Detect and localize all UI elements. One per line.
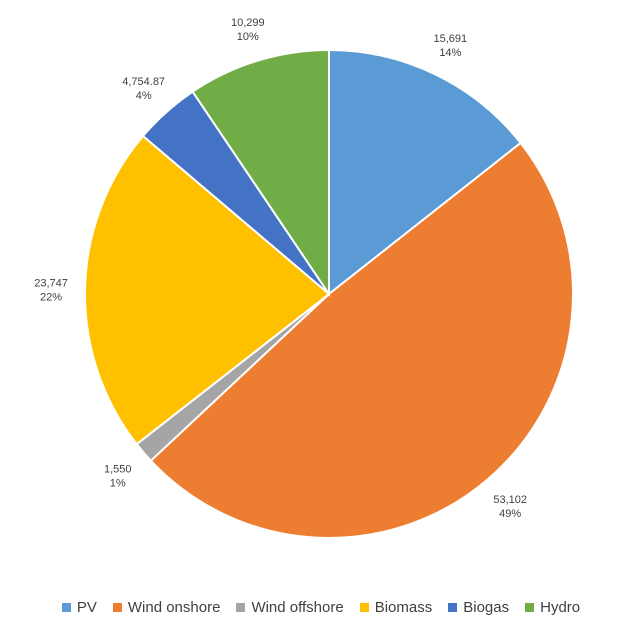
slice-wind-onshore bbox=[149, 141, 574, 539]
slice-pv bbox=[328, 48, 523, 297]
legend-label-biomass: Biomass bbox=[374, 598, 433, 616]
data-label-biogas: 4,754.87 4% bbox=[122, 76, 165, 102]
legend-swatch-biogas bbox=[448, 602, 458, 612]
legend-item-biomass: Biomass bbox=[359, 598, 433, 616]
legend-swatch-biomass bbox=[359, 602, 369, 612]
legend: PV Wind onshore Wind offshore Biomass Biogas… bbox=[0, 596, 642, 618]
slice-biomass bbox=[84, 134, 331, 446]
legend-item-wind-offshore: Wind offshore bbox=[236, 598, 344, 616]
legend-item-hydro: Hydro bbox=[525, 599, 580, 616]
pie-chart: 15,691 14% 53,102 49% 1,550 1% 23,747 22% 4,754.… bbox=[34, 17, 574, 539]
legend-label-pv: PV bbox=[76, 598, 97, 616]
slice-hydro bbox=[191, 48, 330, 298]
data-label-biomass: 23,747 22% bbox=[34, 277, 68, 303]
data-label-pv: 15,691 14% bbox=[434, 33, 468, 59]
data-label-hydro: 10,299 10% bbox=[231, 17, 265, 43]
data-label-wind-offshore: 1,550 1% bbox=[104, 464, 132, 490]
legend-swatch-wind-onshore bbox=[112, 602, 122, 612]
legend-item-wind-onshore: Wind onshore bbox=[112, 598, 221, 616]
legend-swatch-wind-offshore bbox=[236, 602, 246, 612]
legend-label-wind-offshore: Wind offshore bbox=[251, 598, 344, 616]
legend-item-biogas: Biogas bbox=[448, 599, 509, 616]
data-label-wind-onshore: 53,102 49% bbox=[493, 494, 527, 520]
legend-swatch-hydro bbox=[525, 602, 535, 612]
legend-label-wind-onshore: Wind onshore bbox=[127, 598, 221, 616]
legend-swatch-pv bbox=[61, 602, 71, 612]
legend-label-hydro: Hydro bbox=[540, 598, 581, 616]
legend-item-pv: PV bbox=[61, 598, 97, 616]
legend-label-biogas: Biogas bbox=[463, 598, 510, 616]
